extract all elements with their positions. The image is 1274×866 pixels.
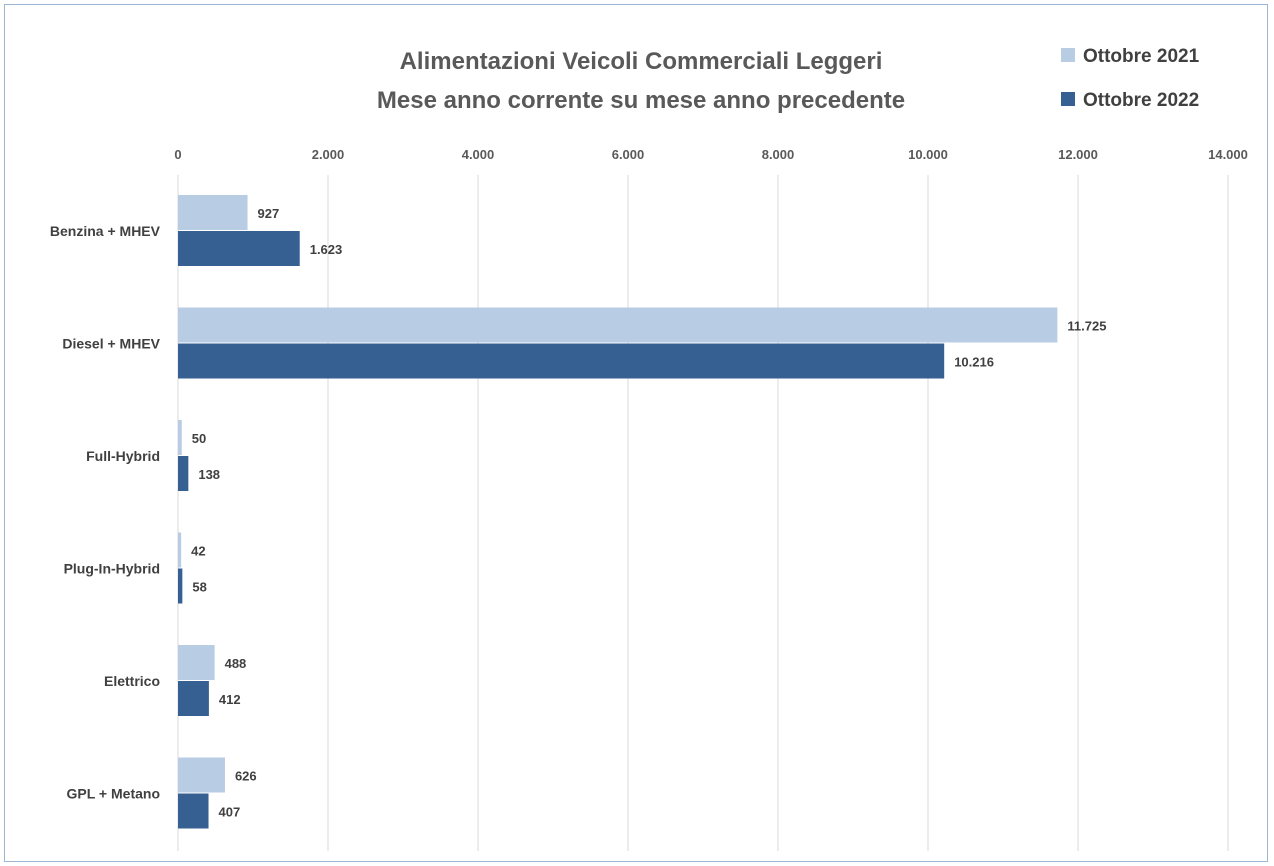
data-label: 42 bbox=[191, 544, 205, 559]
data-label: 11.725 bbox=[1067, 319, 1106, 334]
bar bbox=[178, 681, 209, 716]
bar bbox=[178, 793, 209, 829]
x-tick-label: 0 bbox=[174, 147, 181, 162]
bar bbox=[178, 757, 225, 793]
x-tick-label: 4.000 bbox=[462, 147, 495, 162]
legend-label-2021: Ottobre 2021 bbox=[1083, 46, 1200, 67]
bar bbox=[178, 645, 215, 680]
bar bbox=[178, 195, 248, 230]
data-label: 407 bbox=[219, 805, 241, 820]
x-tick-label: 10.000 bbox=[908, 147, 948, 162]
data-label: 50 bbox=[192, 431, 206, 446]
bar bbox=[178, 568, 183, 604]
x-tick-label: 12.000 bbox=[1058, 147, 1098, 162]
bar bbox=[178, 420, 182, 455]
x-tick-label: 2.000 bbox=[312, 147, 345, 162]
data-label: 488 bbox=[225, 656, 247, 671]
category-label: Full-Hybrid bbox=[86, 448, 160, 464]
legend-swatch-2021 bbox=[1061, 48, 1075, 62]
x-tick-label: 14.000 bbox=[1208, 147, 1248, 162]
data-label: 58 bbox=[192, 580, 206, 595]
data-label: 412 bbox=[219, 692, 241, 707]
gridlines bbox=[177, 175, 1229, 851]
chart-subtitle: Mese anno corrente su mese anno preceden… bbox=[377, 87, 905, 114]
bar bbox=[178, 456, 189, 491]
category-label: Diesel + MHEV bbox=[62, 336, 160, 352]
chart-area: Alimentazioni Veicoli Commerciali Legger… bbox=[50, 46, 1248, 851]
data-label: 138 bbox=[198, 467, 220, 482]
x-tick-label: 6.000 bbox=[612, 147, 645, 162]
chart-frame: Alimentazioni Veicoli Commerciali Legger… bbox=[4, 4, 1268, 862]
data-label: 626 bbox=[235, 769, 257, 784]
bar bbox=[178, 307, 1058, 343]
x-axis-ticks: 0 2.000 4.000 6.000 8.000 10.000 12.000 14.000 bbox=[174, 147, 1248, 162]
category-label: Benzina + MHEV bbox=[50, 223, 161, 239]
bars bbox=[178, 195, 1058, 829]
bar bbox=[178, 231, 300, 266]
y-axis-categories: Benzina + MHEV Diesel + MHEV Full-Hybrid Pl… bbox=[50, 223, 161, 802]
data-label: 1.623 bbox=[310, 242, 343, 257]
category-label: GPL + Metano bbox=[67, 786, 160, 802]
data-labels: 927 1.623 11.725 10.216 50 138 42 58 488 412 626 40… bbox=[191, 206, 1106, 820]
legend-swatch-2022 bbox=[1061, 92, 1075, 106]
bar bbox=[178, 532, 182, 568]
category-label: Plug-In-Hybrid bbox=[64, 561, 160, 577]
legend: Ottobre 2021 Ottobre 2022 bbox=[1061, 46, 1200, 111]
category-label: Elettrico bbox=[104, 673, 160, 689]
bar bbox=[178, 343, 945, 379]
data-label: 10.216 bbox=[954, 355, 994, 370]
legend-label-2022: Ottobre 2022 bbox=[1083, 90, 1199, 111]
data-label: 927 bbox=[258, 206, 280, 221]
chart-title: Alimentazioni Veicoli Commerciali Legger… bbox=[400, 48, 883, 75]
x-tick-label: 8.000 bbox=[762, 147, 795, 162]
